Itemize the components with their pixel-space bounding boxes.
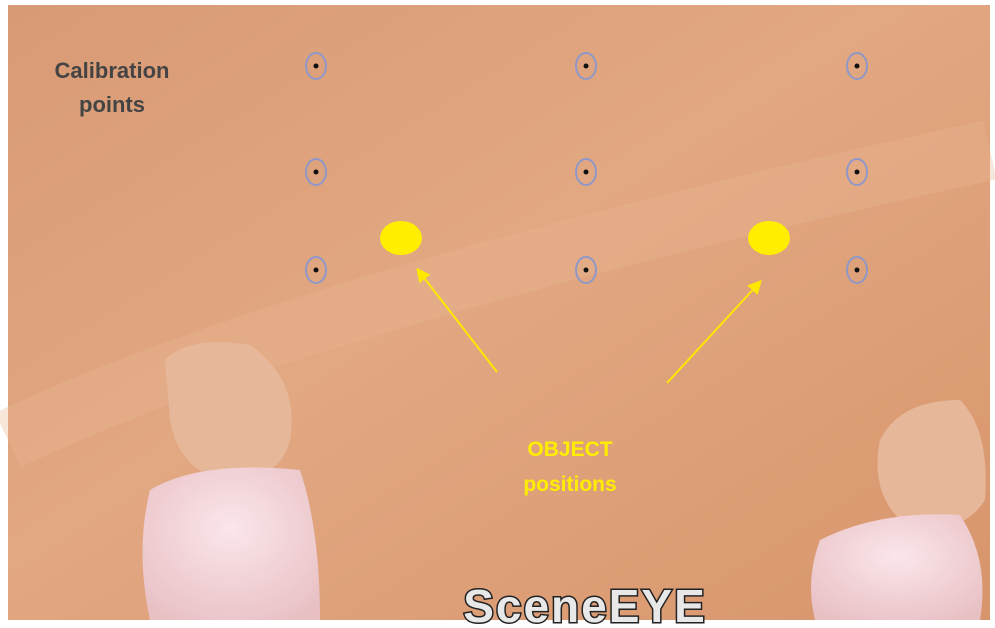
calibration-dot — [314, 64, 319, 69]
calibration-dot — [855, 268, 860, 273]
watermark: SceneEYE — [463, 580, 707, 628]
calibration-dot — [584, 170, 589, 175]
calibration-dot — [855, 64, 860, 69]
calibration-dot — [314, 268, 319, 273]
calibration-dot — [314, 170, 319, 175]
left-sleeve — [143, 468, 321, 621]
scene: Calibration points OBJECT positions Scen… — [0, 0, 995, 628]
object-position — [380, 221, 422, 255]
calibration-dot — [855, 170, 860, 175]
object-label: OBJECT — [527, 438, 612, 461]
calibration-dot — [584, 268, 589, 273]
calibration-dot — [584, 64, 589, 69]
calibration-label: Calibration — [55, 58, 170, 83]
object-position — [748, 221, 790, 255]
object-label: positions — [523, 473, 616, 496]
calibration-label: points — [79, 92, 145, 117]
